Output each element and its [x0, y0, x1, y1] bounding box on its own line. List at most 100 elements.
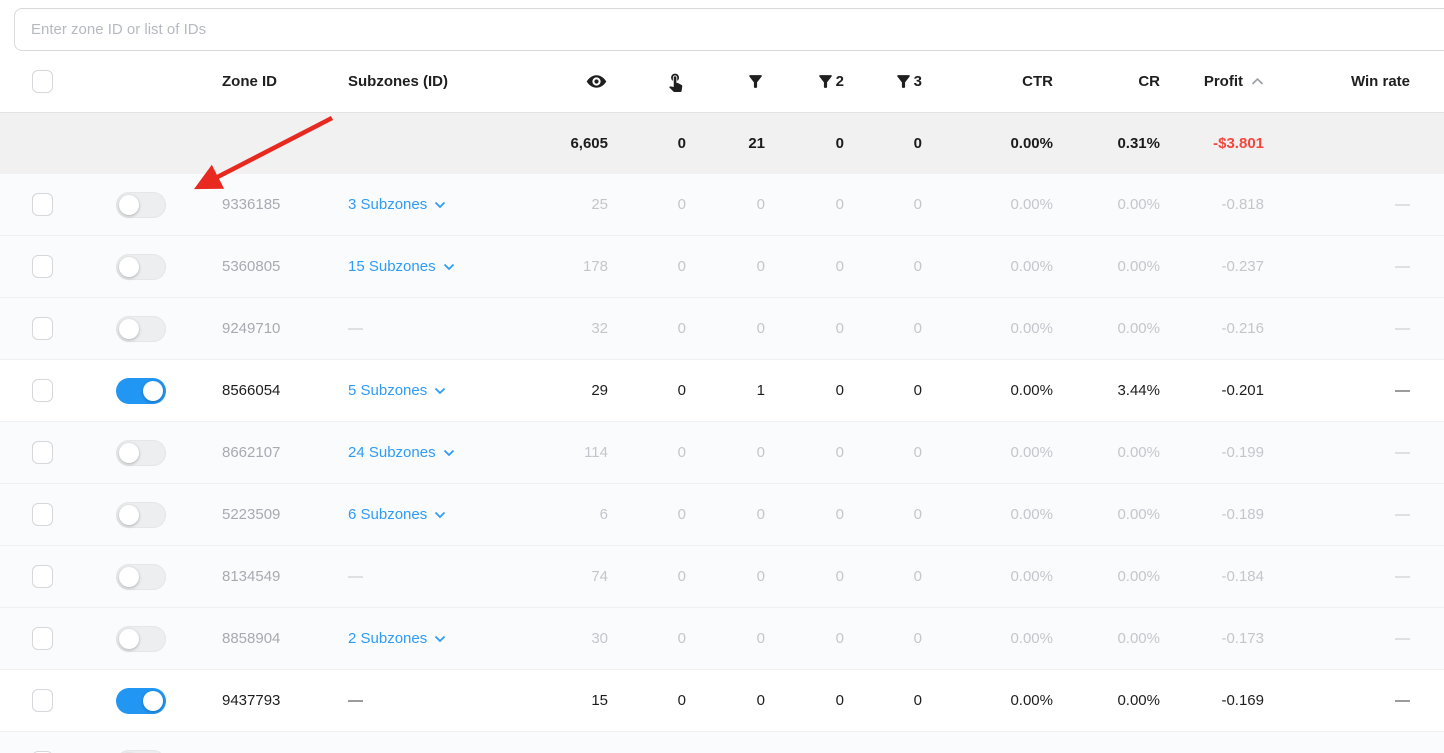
toggle-knob: [119, 194, 139, 215]
column-header-ctr[interactable]: CTR: [926, 73, 1057, 90]
row-checkbox[interactable]: [31, 193, 53, 216]
column-header-clicks[interactable]: [612, 71, 690, 92]
subzones-link[interactable]: 3 Subzones: [348, 196, 446, 213]
column-header-subzones[interactable]: Subzones (ID): [338, 73, 520, 90]
profit-value: -0.237: [1221, 258, 1264, 275]
column-header-impressions[interactable]: [520, 70, 612, 93]
table-row: 9249710 — 32 0 0 0 0 0.00% 0.00% -0.216 …: [0, 298, 1444, 360]
zone-enabled-toggle[interactable]: [116, 439, 166, 466]
profit-value: -0.173: [1221, 630, 1264, 647]
summary-conversions-2: 0: [835, 135, 844, 152]
row-checkbox[interactable]: [31, 627, 53, 650]
select-all-checkbox[interactable]: [31, 70, 53, 93]
subzones-link-label: 3 Subzones: [348, 196, 428, 213]
zone-enabled-toggle[interactable]: [116, 377, 166, 404]
zone-enabled-toggle[interactable]: [116, 191, 166, 218]
ctr-value: 0.00%: [1010, 444, 1053, 461]
conversions-2-value: 0: [835, 506, 844, 523]
column-header-conversions-2[interactable]: 2: [769, 72, 848, 91]
zone-enabled-toggle[interactable]: [116, 687, 166, 714]
touch-icon: [665, 71, 686, 92]
zone-enabled-toggle[interactable]: [116, 315, 166, 342]
ctr-value: 0.00%: [1010, 258, 1053, 275]
row-checkbox[interactable]: [31, 317, 53, 340]
zone-enabled-toggle[interactable]: [116, 501, 166, 528]
conversions-2-value: 0: [835, 196, 844, 213]
conversions-3-value: 0: [913, 196, 922, 213]
row-checkbox-cell: [0, 422, 84, 483]
win-rate-value: —: [1395, 196, 1410, 213]
conversions-3-value: 0: [913, 258, 922, 275]
row-checkbox[interactable]: [31, 503, 53, 526]
row-toggle-cell: [84, 546, 198, 607]
toggle-knob: [143, 380, 163, 401]
subzones-link[interactable]: 2 Subzones: [348, 630, 446, 647]
impressions-value: 30: [591, 630, 608, 647]
subzones-header-label: Subzones (ID): [348, 73, 448, 90]
table-row: 5360805 15 Subzones 178 0 0 0 0 0.00% 0.…: [0, 236, 1444, 298]
table-body: 9336185 3 Subzones 25 0 0 0 0 0.00% 0.00…: [0, 174, 1444, 753]
impressions-value: 74: [591, 568, 608, 585]
profit-value: -0.184: [1221, 568, 1264, 585]
column-header-profit[interactable]: Profit: [1164, 73, 1268, 90]
toggle-knob: [119, 442, 139, 463]
row-checkbox[interactable]: [31, 255, 53, 278]
column-header-conversions-3[interactable]: 3: [848, 72, 926, 91]
subzones-link[interactable]: 5 Subzones: [348, 382, 446, 399]
win-rate-value: —: [1395, 444, 1410, 461]
zone-enabled-toggle[interactable]: [116, 625, 166, 652]
funnel-3-suffix: 3: [913, 73, 922, 90]
conversions-2-value: 0: [835, 568, 844, 585]
column-header-conversions[interactable]: [690, 72, 769, 91]
zone-id-value: 8566054: [222, 382, 281, 399]
subzones-cell: 5 Subzones: [338, 360, 520, 421]
chevron-down-icon: [434, 196, 446, 213]
funnel-icon: [894, 72, 913, 91]
row-checkbox[interactable]: [31, 565, 53, 588]
conversions-2-value: 0: [835, 258, 844, 275]
subzones-link[interactable]: 6 Subzones: [348, 506, 446, 523]
toggle-knob: [119, 628, 139, 649]
subzones-link-label: 24 Subzones: [348, 444, 436, 461]
zone-id-search-input[interactable]: [14, 8, 1444, 51]
row-checkbox-cell: [0, 174, 84, 235]
table-row: 5223509 6 Subzones 6 0 0 0 0 0.00% 0.00%…: [0, 484, 1444, 546]
zone-enabled-toggle[interactable]: [116, 563, 166, 590]
zone-enabled-toggle[interactable]: [116, 749, 166, 753]
chevron-down-icon: [434, 630, 446, 647]
conversions-3-value: 0: [913, 320, 922, 337]
ctr-value: 0.00%: [1010, 320, 1053, 337]
subzones-link[interactable]: 24 Subzones: [348, 444, 455, 461]
conversions-value: 0: [756, 630, 765, 647]
column-header-win-rate[interactable]: Win rate: [1268, 73, 1414, 90]
toggle-knob: [119, 566, 139, 587]
clicks-value: 0: [677, 630, 686, 647]
zone-id-value: 8662107: [222, 444, 281, 461]
conversions-2-value: 0: [835, 444, 844, 461]
row-checkbox[interactable]: [31, 379, 53, 402]
cr-value: 3.44%: [1117, 382, 1160, 399]
row-checkbox[interactable]: [31, 689, 53, 712]
profit-value: -0.169: [1221, 692, 1264, 709]
zone-enabled-toggle[interactable]: [116, 253, 166, 280]
row-toggle-cell: [84, 174, 198, 235]
impressions-value: 15: [591, 692, 608, 709]
toggle-knob: [119, 504, 139, 525]
subzones-link-label: 5 Subzones: [348, 382, 428, 399]
toggle-knob: [143, 690, 163, 711]
column-header-cr[interactable]: CR: [1057, 73, 1164, 90]
chevron-down-icon: [443, 444, 455, 461]
conversions-3-value: 0: [913, 382, 922, 399]
row-checkbox[interactable]: [31, 441, 53, 464]
win-rate-value: —: [1395, 258, 1410, 275]
ctr-value: 0.00%: [1010, 692, 1053, 709]
profit-value: -0.199: [1221, 444, 1264, 461]
subzones-link[interactable]: 15 Subzones: [348, 258, 455, 275]
conversions-2-value: 0: [835, 382, 844, 399]
zone-id-value: 9249710: [222, 320, 281, 337]
column-header-zone-id[interactable]: Zone ID: [198, 73, 338, 90]
conversions-value: 0: [756, 506, 765, 523]
clicks-value: 0: [677, 196, 686, 213]
row-toggle-cell: [84, 484, 198, 545]
